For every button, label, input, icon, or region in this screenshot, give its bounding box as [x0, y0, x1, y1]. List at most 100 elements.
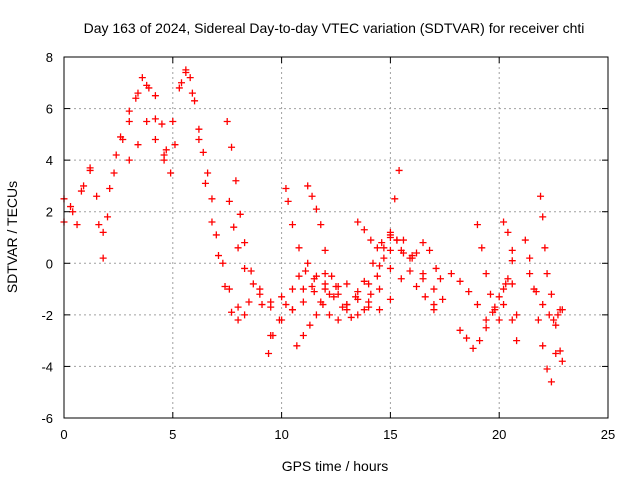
data-point	[104, 213, 112, 221]
data-point	[526, 254, 534, 262]
x-axis-label: GPS time / hours	[282, 458, 389, 474]
data-point	[208, 218, 216, 226]
data-point	[469, 344, 477, 352]
data-point	[241, 311, 249, 319]
data-point	[343, 280, 351, 288]
data-point	[225, 285, 233, 293]
data-point	[299, 331, 307, 339]
data-point	[439, 295, 447, 303]
data-point	[482, 316, 490, 324]
data-point	[508, 316, 516, 324]
series-arc17	[537, 192, 566, 365]
data-point	[143, 81, 151, 89]
data-point	[465, 288, 473, 296]
data-point	[354, 295, 362, 303]
data-point	[204, 169, 212, 177]
series-arc18	[526, 270, 566, 324]
data-point	[545, 311, 553, 319]
data-point	[376, 285, 384, 293]
data-point	[299, 298, 307, 306]
data-point	[288, 285, 296, 293]
data-point	[169, 117, 177, 125]
data-point	[158, 120, 166, 128]
data-point	[426, 246, 434, 254]
data-point	[463, 334, 471, 342]
data-point	[495, 316, 503, 324]
data-point	[330, 293, 338, 301]
data-point	[526, 270, 534, 278]
data-point	[386, 246, 394, 254]
data-point	[334, 282, 342, 290]
data-point	[325, 311, 333, 319]
data-point	[312, 272, 320, 280]
data-point	[93, 192, 101, 200]
series-arc9	[304, 182, 401, 309]
data-point	[367, 290, 375, 298]
data-point	[399, 249, 407, 257]
y-tick-label: 0	[46, 256, 53, 271]
data-point	[391, 195, 399, 203]
data-point	[302, 267, 310, 275]
data-point	[486, 290, 494, 298]
y-tick-label: 8	[46, 50, 53, 65]
data-point	[95, 221, 103, 229]
data-point	[160, 156, 168, 164]
data-point	[228, 143, 236, 151]
data-point	[482, 324, 490, 332]
data-point	[539, 301, 547, 309]
data-point	[182, 66, 190, 74]
data-point	[236, 210, 244, 218]
data-point	[191, 97, 199, 105]
data-point	[249, 280, 257, 288]
data-point	[534, 316, 542, 324]
data-point	[312, 205, 320, 213]
series-arc16	[521, 236, 564, 386]
data-point	[77, 187, 85, 195]
data-point	[504, 228, 512, 236]
data-point	[365, 298, 373, 306]
data-point	[269, 331, 277, 339]
data-point	[245, 298, 253, 306]
data-point	[552, 321, 560, 329]
data-point	[234, 244, 242, 252]
data-point	[308, 192, 316, 200]
data-point	[395, 166, 403, 174]
data-point	[125, 156, 133, 164]
data-point	[378, 239, 386, 247]
data-point	[328, 272, 336, 280]
data-point	[473, 301, 481, 309]
data-point	[151, 115, 159, 123]
data-point	[419, 239, 427, 247]
data-point	[500, 218, 508, 226]
data-point	[258, 301, 266, 309]
data-point	[386, 264, 394, 272]
data-point	[321, 246, 329, 254]
data-point	[232, 177, 240, 185]
data-point	[241, 264, 249, 272]
series-arc15	[500, 218, 521, 319]
data-point	[406, 267, 414, 275]
data-point	[230, 223, 238, 231]
data-point	[221, 282, 229, 290]
data-point	[558, 357, 566, 365]
series-arc3	[125, 68, 249, 324]
data-point	[325, 290, 333, 298]
data-point	[143, 117, 151, 125]
data-point	[212, 231, 220, 239]
series-arc6	[225, 197, 275, 339]
data-point	[282, 185, 290, 193]
grid	[64, 57, 608, 418]
data-point	[334, 290, 342, 298]
data-point	[134, 89, 142, 97]
data-point	[547, 378, 555, 386]
series-arc12	[360, 166, 516, 324]
data-point	[343, 301, 351, 309]
data-point	[397, 275, 405, 283]
data-point	[125, 117, 133, 125]
data-point	[80, 182, 88, 190]
data-point	[430, 285, 438, 293]
data-point	[223, 117, 231, 125]
data-point	[171, 141, 179, 149]
data-point	[86, 166, 94, 174]
